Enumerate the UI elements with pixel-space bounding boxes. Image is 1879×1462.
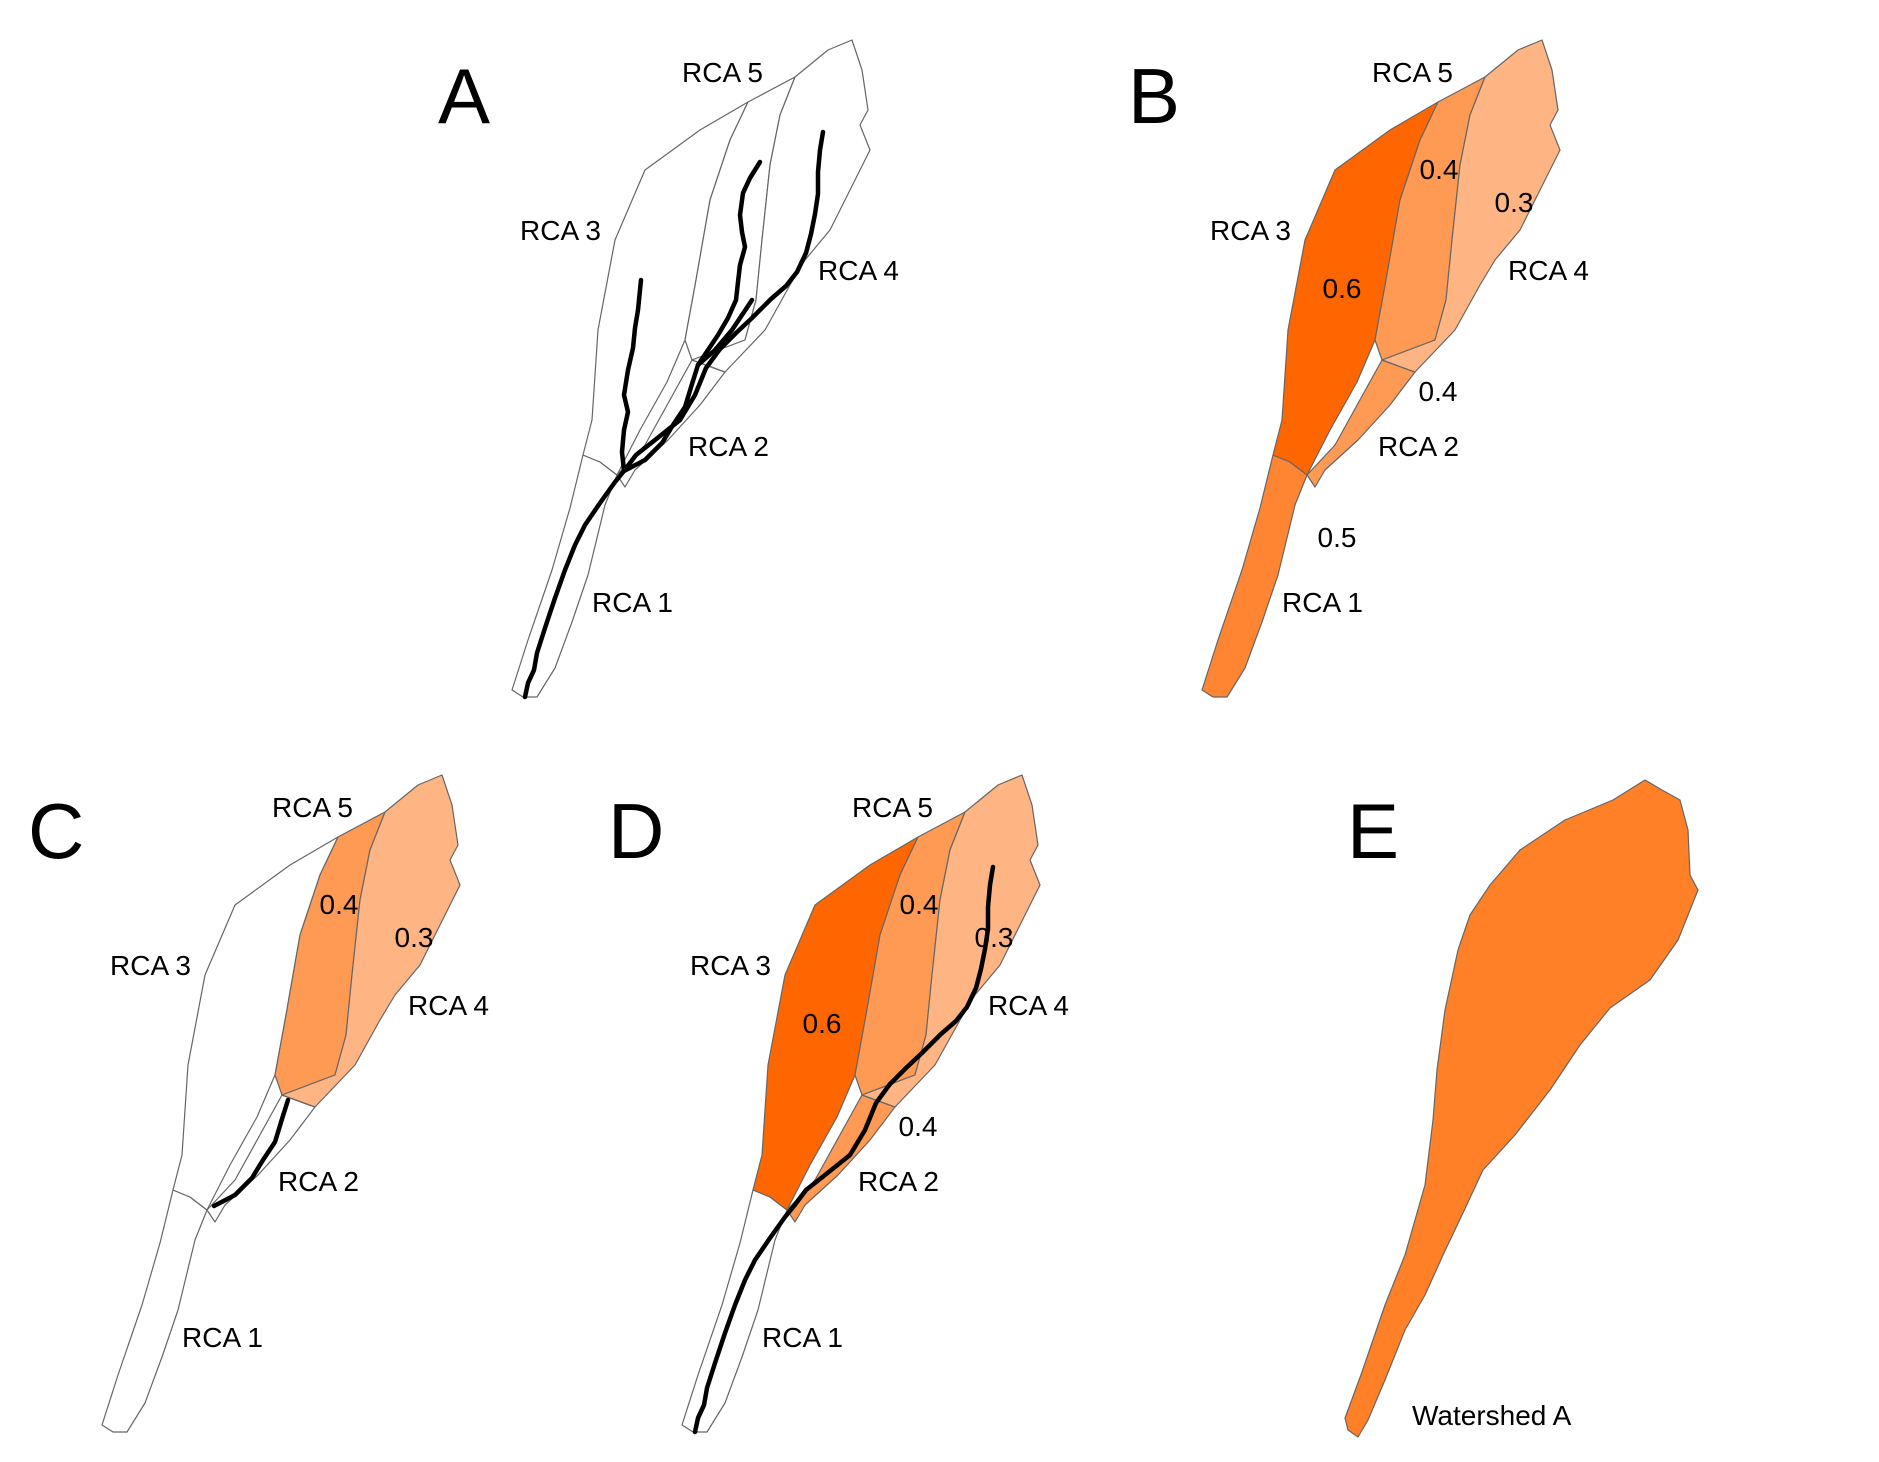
- rca-label-1: RCA 1: [182, 1322, 263, 1353]
- rca5-value: 0.4: [900, 889, 939, 920]
- rca-label-1: RCA 1: [592, 587, 673, 618]
- rca-label-4: RCA 4: [818, 255, 899, 286]
- rca-label-5: RCA 5: [682, 57, 763, 88]
- rca-label-1: RCA 1: [1282, 587, 1363, 618]
- stream-main: [692, 864, 996, 1435]
- stream-rca5: [695, 159, 763, 368]
- panel-d: D RCA 1 RCA 2 RCA 3 RCA 4 RCA 5 0.4 0.6 0.3 0.4: [608, 774, 1069, 1435]
- stream-rca2: [211, 1097, 291, 1209]
- rca5-value: 0.4: [320, 889, 359, 920]
- rca4-polygon: [281, 774, 461, 1108]
- rca4-value: 0.3: [975, 922, 1014, 953]
- rca1-polygon: [1201, 454, 1308, 698]
- rca4-polygon: [1381, 39, 1561, 373]
- watershed-polygon: [1344, 779, 1699, 1438]
- rca-label-3: RCA 3: [110, 950, 191, 981]
- stream-rca3: [619, 277, 644, 474]
- panel-c: C RCA 1 RCA 2 RCA 3 RCA 4 RCA 5 0.3 0.4: [28, 774, 489, 1433]
- panel-letter: B: [1128, 52, 1180, 140]
- panel-letter: A: [438, 52, 490, 140]
- rca-label-2: RCA 2: [858, 1166, 939, 1197]
- rca1-polygon: [101, 1189, 208, 1433]
- rca2-polygon: [206, 1094, 316, 1223]
- rca-label-2: RCA 2: [688, 431, 769, 462]
- rca-label-5: RCA 5: [1372, 57, 1453, 88]
- rca-polygons: [681, 774, 1041, 1433]
- rca4-value: 0.3: [1495, 187, 1534, 218]
- stream-rca4: [695, 297, 755, 368]
- panel-letter: D: [608, 787, 664, 875]
- rca-label-2: RCA 2: [278, 1166, 359, 1197]
- panel-b: B RCA 1 RCA 2 RCA 3 RCA 4 RCA 5 0.5 0.4 0.6 0.3 0.…: [1128, 39, 1589, 698]
- rca1-value: 0.5: [1318, 522, 1357, 553]
- rca2-polygon: [1306, 359, 1416, 488]
- rca-label-5: RCA 5: [272, 792, 353, 823]
- rca-label-4: RCA 4: [988, 990, 1069, 1021]
- rca2-value: 0.4: [899, 1111, 938, 1142]
- rca5-value: 0.4: [1420, 154, 1459, 185]
- panel-letter: E: [1347, 787, 1399, 875]
- panel-a: A RCA 1 RCA 2 RCA 3 RCA 4 RCA 5: [438, 39, 899, 700]
- rca3-value: 0.6: [803, 1008, 842, 1039]
- stream-rca2: [621, 362, 701, 474]
- rca-polygons: [101, 774, 461, 1433]
- stream-main: [522, 129, 826, 700]
- rca-label-2: RCA 2: [1378, 431, 1459, 462]
- rca2-value: 0.4: [1419, 376, 1458, 407]
- rca-label-4: RCA 4: [1508, 255, 1589, 286]
- panel-e: E Watershed A: [1344, 779, 1699, 1438]
- rca-label-3: RCA 3: [520, 215, 601, 246]
- rca3-value: 0.6: [1323, 273, 1362, 304]
- rca-label-3: RCA 3: [1210, 215, 1291, 246]
- panel-letter: C: [28, 787, 84, 875]
- watershed-label: Watershed A: [1412, 1400, 1572, 1431]
- rca-label-3: RCA 3: [690, 950, 771, 981]
- rca-polygons: [1201, 39, 1561, 698]
- rca-label-5: RCA 5: [852, 792, 933, 823]
- rca4-value: 0.3: [395, 922, 434, 953]
- rca-polygons: [511, 39, 871, 698]
- rca-label-1: RCA 1: [762, 1322, 843, 1353]
- rca-label-4: RCA 4: [408, 990, 489, 1021]
